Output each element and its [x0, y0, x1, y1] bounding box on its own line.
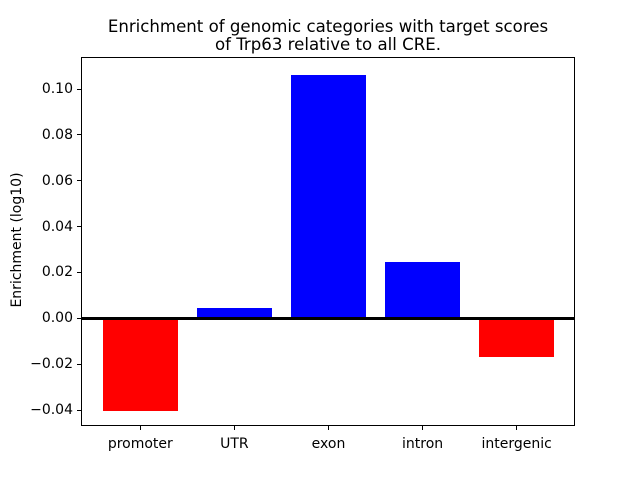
- y-tick-mark: [77, 409, 81, 411]
- y-tick-label: 0.08: [41, 126, 73, 143]
- y-tick-mark: [77, 134, 81, 136]
- x-tick-mark-intron: [422, 426, 424, 430]
- chart-title-line1: Enrichment of genomic categories with ta…: [107, 17, 549, 36]
- y-tick-label: 0.00: [41, 310, 73, 327]
- y-tick-mark: [77, 317, 81, 319]
- x-tick-mark-UTR: [233, 426, 235, 430]
- y-tick-mark: [77, 88, 81, 90]
- y-tick-label: −0.04: [30, 402, 73, 418]
- x-tick-label-UTR: UTR: [220, 436, 249, 452]
- y-tick-label: 0.04: [41, 218, 73, 235]
- y-tick-mark: [77, 226, 81, 228]
- x-tick-label-promoter: promoter: [107, 436, 173, 452]
- y-tick-mark: [77, 363, 81, 365]
- y-tick-label: 0.10: [41, 81, 73, 98]
- x-tick-label-intergenic: intergenic: [481, 436, 552, 452]
- chart-title-line2: of Trp63 relative to all CRE.: [214, 34, 442, 54]
- plot-area: promoter UTR exon intron intergenic −0.04 −0.0…: [30, 57, 575, 452]
- y-axis-label: Enrichment (log10): [9, 172, 25, 308]
- y-tick-label: 0.06: [41, 172, 73, 189]
- x-tick-mark-exon: [328, 426, 329, 430]
- x-tick-mark-intergenic: [516, 426, 518, 430]
- x-tick-label-exon: exon: [311, 436, 346, 452]
- bar-intron: [384, 262, 461, 319]
- y-tick-label: 0.02: [41, 264, 73, 281]
- x-tick-mark-promoter: [139, 426, 141, 430]
- y-tick-mark: [77, 271, 81, 273]
- chart-title: Enrichment of genomic categories with ta…: [81, 18, 575, 53]
- bar-exon: [290, 74, 367, 319]
- y-tick-mark: [77, 180, 81, 182]
- bar-intergenic: [479, 318, 555, 357]
- zero-baseline: [81, 317, 575, 320]
- bar-promoter: [102, 318, 178, 411]
- y-tick-label: −0.02: [30, 356, 73, 373]
- x-tick-label-intron: intron: [402, 436, 444, 452]
- bar-UTR: [196, 308, 272, 319]
